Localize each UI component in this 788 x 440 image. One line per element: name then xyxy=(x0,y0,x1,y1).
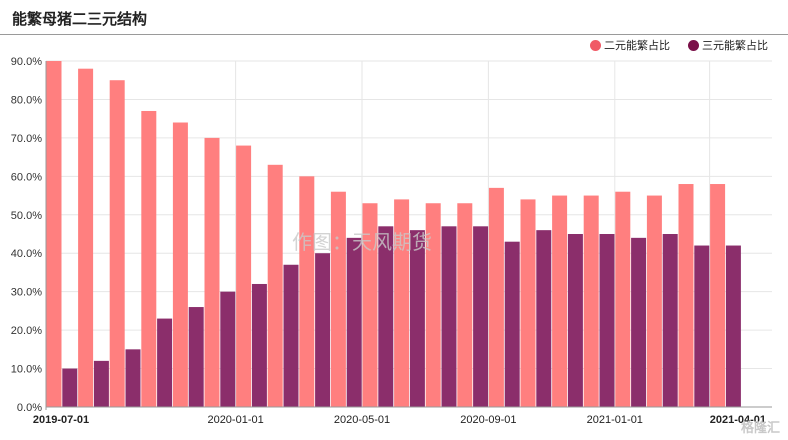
bar-series2 xyxy=(631,237,647,407)
bar-series1 xyxy=(583,195,599,407)
bar-series2 xyxy=(599,234,615,407)
bar-series1 xyxy=(330,191,346,407)
bar-series1 xyxy=(172,122,188,407)
chart-legend: 二元能繁占比 三元能繁占比 xyxy=(590,37,768,53)
y-tick-label: 50.0% xyxy=(11,210,42,222)
bar-series1 xyxy=(646,195,662,407)
x-tick-label: 2019-07-01 xyxy=(33,414,89,426)
x-tick-label: 2020-05-01 xyxy=(334,414,390,426)
bar-series1 xyxy=(615,191,631,407)
legend-label-series2: 三元能繁占比 xyxy=(702,40,768,52)
legend-swatch-series1 xyxy=(590,39,601,51)
bar-series1 xyxy=(236,145,252,408)
y-tick-label: 0.0% xyxy=(17,402,42,414)
y-tick-label: 30.0% xyxy=(11,287,42,299)
bar-series1 xyxy=(488,187,504,407)
bar-series2 xyxy=(283,264,299,407)
y-tick-label: 20.0% xyxy=(11,325,42,337)
bar-series1 xyxy=(678,184,694,407)
y-tick-label: 90.0% xyxy=(11,56,42,68)
bar-series1 xyxy=(710,184,726,407)
y-tick-label: 40.0% xyxy=(11,248,42,260)
bar-series1 xyxy=(362,203,378,407)
bar-series2 xyxy=(346,237,362,407)
legend-item-series2[interactable]: 三元能繁占比 xyxy=(688,37,768,53)
logo-watermark: 格隆汇 xyxy=(741,417,780,436)
bar-series2 xyxy=(725,245,741,407)
bar-series1 xyxy=(141,110,157,407)
y-tick-label: 70.0% xyxy=(11,133,42,145)
legend-swatch-series2 xyxy=(688,39,699,51)
y-tick-label: 10.0% xyxy=(11,364,42,376)
bar-series1 xyxy=(457,203,473,407)
bar-series1 xyxy=(204,137,220,407)
bar-series1 xyxy=(394,199,410,407)
bar-series2 xyxy=(694,245,710,407)
y-tick-label: 80.0% xyxy=(11,94,42,106)
bar-series2 xyxy=(315,253,331,407)
chart-watermark: 作图：天风期货 xyxy=(292,230,432,254)
bar-series1 xyxy=(109,80,125,407)
logo-text: 格隆汇 xyxy=(740,420,780,435)
bar-series2 xyxy=(378,226,394,407)
bar-series1 xyxy=(267,164,283,407)
bar-series1 xyxy=(299,176,315,407)
bar-series2 xyxy=(62,368,78,407)
bar-series2 xyxy=(251,283,267,407)
bar-series2 xyxy=(567,234,583,407)
bar-series1 xyxy=(552,195,568,407)
bar-series2 xyxy=(157,318,173,407)
bar-series2 xyxy=(220,291,236,407)
bar-series2 xyxy=(536,230,552,407)
bar-series1 xyxy=(78,68,94,407)
x-tick-label: 2020-01-01 xyxy=(207,414,263,426)
bar-series2 xyxy=(662,234,678,407)
x-tick-label: 2020-09-01 xyxy=(460,414,516,426)
bar-series2 xyxy=(93,360,109,407)
y-tick-label: 60.0% xyxy=(11,171,42,183)
legend-item-series1[interactable]: 二元能繁占比 xyxy=(590,37,670,53)
title-divider xyxy=(0,34,788,35)
bar-series2 xyxy=(473,226,489,407)
bar-series2 xyxy=(188,307,204,407)
x-tick-label: 2021-01-01 xyxy=(587,414,643,426)
legend-label-series1: 二元能繁占比 xyxy=(604,40,670,52)
bar-series1 xyxy=(46,61,62,407)
bar-series2 xyxy=(441,226,457,407)
bar-series2 xyxy=(504,241,520,407)
bar-series1 xyxy=(520,199,536,407)
bar-series1 xyxy=(425,203,441,407)
bar-series2 xyxy=(409,230,425,407)
chart-title: 能繁母猪二三元结构 xyxy=(12,11,148,28)
bar-series2 xyxy=(125,349,141,407)
x-tick-label: 2021-04-01 xyxy=(710,414,766,426)
